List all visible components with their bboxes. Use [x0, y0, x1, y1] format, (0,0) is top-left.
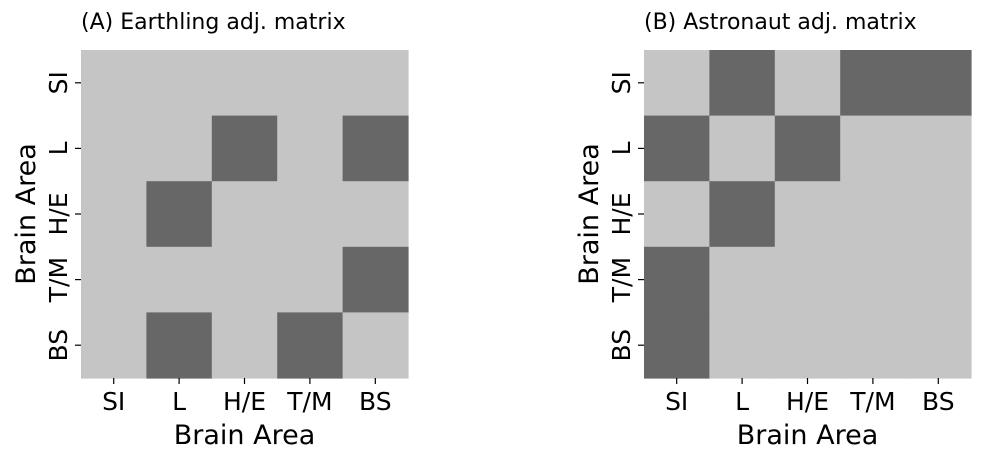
chart-title: (A) Earthling adj. matrix — [81, 10, 346, 35]
heatmap-cell — [644, 312, 710, 379]
heatmap-cell — [774, 181, 841, 248]
heatmap-cell — [277, 312, 344, 379]
heatmap-cell — [644, 115, 710, 182]
heatmap-cell — [840, 115, 907, 182]
x-ticks: SI L H/E T/M BS — [102, 378, 392, 416]
heatmap-cell — [774, 312, 841, 379]
heatmap-cell — [211, 50, 278, 117]
heatmap-cell — [342, 115, 409, 182]
y-tick-label-l: L — [44, 141, 73, 155]
heatmap-cell — [709, 115, 776, 182]
heatmap-cell — [277, 246, 344, 313]
heatmap-cell — [146, 181, 213, 248]
heatmap-cell — [709, 246, 776, 313]
heatmap-cell — [211, 246, 278, 313]
heatmap-cell — [342, 312, 409, 379]
x-tick-label-l: L — [735, 387, 749, 416]
heatmap-cell — [81, 312, 147, 379]
heatmap-cell — [709, 50, 776, 117]
y-tick-label-l: L — [607, 141, 636, 155]
x-tick-label-h-e: H/E — [223, 387, 266, 416]
y-axis-label: Brain Area — [11, 143, 42, 285]
x-axis-label: Brain Area — [174, 420, 316, 451]
heatmap-cell — [277, 181, 344, 248]
heatmap-cells — [81, 50, 409, 379]
heatmap-cell — [905, 115, 972, 182]
heatmap-cell — [146, 246, 213, 313]
y-tick-label-h-e: H/E — [607, 192, 636, 235]
y-tick-label-si: SI — [44, 71, 73, 94]
heatmap-cell — [905, 181, 972, 248]
y-tick-label-t-m: T/M — [44, 257, 73, 303]
heatmap-cell — [840, 312, 907, 379]
heatmap-cell — [905, 312, 972, 379]
heatmap-cell — [905, 246, 972, 313]
x-tick-label-bs: BS — [922, 387, 955, 416]
heatmap-cell — [840, 181, 907, 248]
heatmap-cell — [81, 181, 147, 248]
y-tick-label-bs: BS — [607, 329, 636, 362]
x-tick-label-si: SI — [102, 387, 125, 416]
panel-earthling: (A) Earthling adj. matrix Brain Area Bra… — [11, 10, 409, 451]
x-ticks: SI L H/E T/M BS — [665, 378, 955, 416]
heatmap-cell — [146, 312, 213, 379]
heatmap-cell — [644, 181, 710, 248]
x-tick-label-h-e: H/E — [786, 387, 829, 416]
heatmap-cells — [644, 50, 972, 379]
heatmap-cell — [211, 312, 278, 379]
heatmap-cell — [211, 181, 278, 248]
heatmap-cell — [81, 246, 147, 313]
y-tick-label-h-e: H/E — [44, 192, 73, 235]
heatmap-cell — [277, 50, 344, 117]
heatmap-cell — [774, 246, 841, 313]
heatmap-cell — [905, 50, 972, 117]
x-tick-label-bs: BS — [359, 387, 392, 416]
y-tick-label-t-m: T/M — [607, 257, 636, 303]
heatmap-cell — [81, 115, 147, 182]
heatmap-cell — [644, 246, 710, 313]
heatmap-cell — [709, 312, 776, 379]
panel-astronaut: (B) Astronaut adj. matrix Brain Area Bra… — [574, 10, 972, 451]
heatmap-cell — [644, 50, 710, 117]
heatmap-cell — [81, 50, 147, 117]
x-axis-label: Brain Area — [737, 420, 879, 451]
heatmap-cell — [840, 50, 907, 117]
heatmap-cell — [774, 115, 841, 182]
heatmap-cell — [211, 115, 278, 182]
heatmap-cell — [774, 50, 841, 117]
x-tick-label-t-m: T/M — [286, 387, 332, 416]
chart-title: (B) Astronaut adj. matrix — [644, 10, 917, 35]
heatmap-cell — [840, 246, 907, 313]
y-tick-label-bs: BS — [44, 329, 73, 362]
heatmap-cell — [146, 50, 213, 117]
heatmap-cell — [277, 115, 344, 182]
heatmap-cell — [709, 181, 776, 248]
heatmap-cell — [342, 50, 409, 117]
y-ticks: SI L H/E T/M BS — [607, 71, 644, 361]
x-tick-label-si: SI — [665, 387, 688, 416]
heatmap-cell — [146, 115, 213, 182]
y-tick-label-si: SI — [607, 71, 636, 94]
heatmap-cell — [342, 246, 409, 313]
x-tick-label-t-m: T/M — [849, 387, 895, 416]
x-tick-label-l: L — [172, 387, 186, 416]
heatmap-cell — [342, 181, 409, 248]
y-ticks: SI L H/E T/M BS — [44, 71, 81, 361]
y-axis-label: Brain Area — [574, 143, 605, 285]
